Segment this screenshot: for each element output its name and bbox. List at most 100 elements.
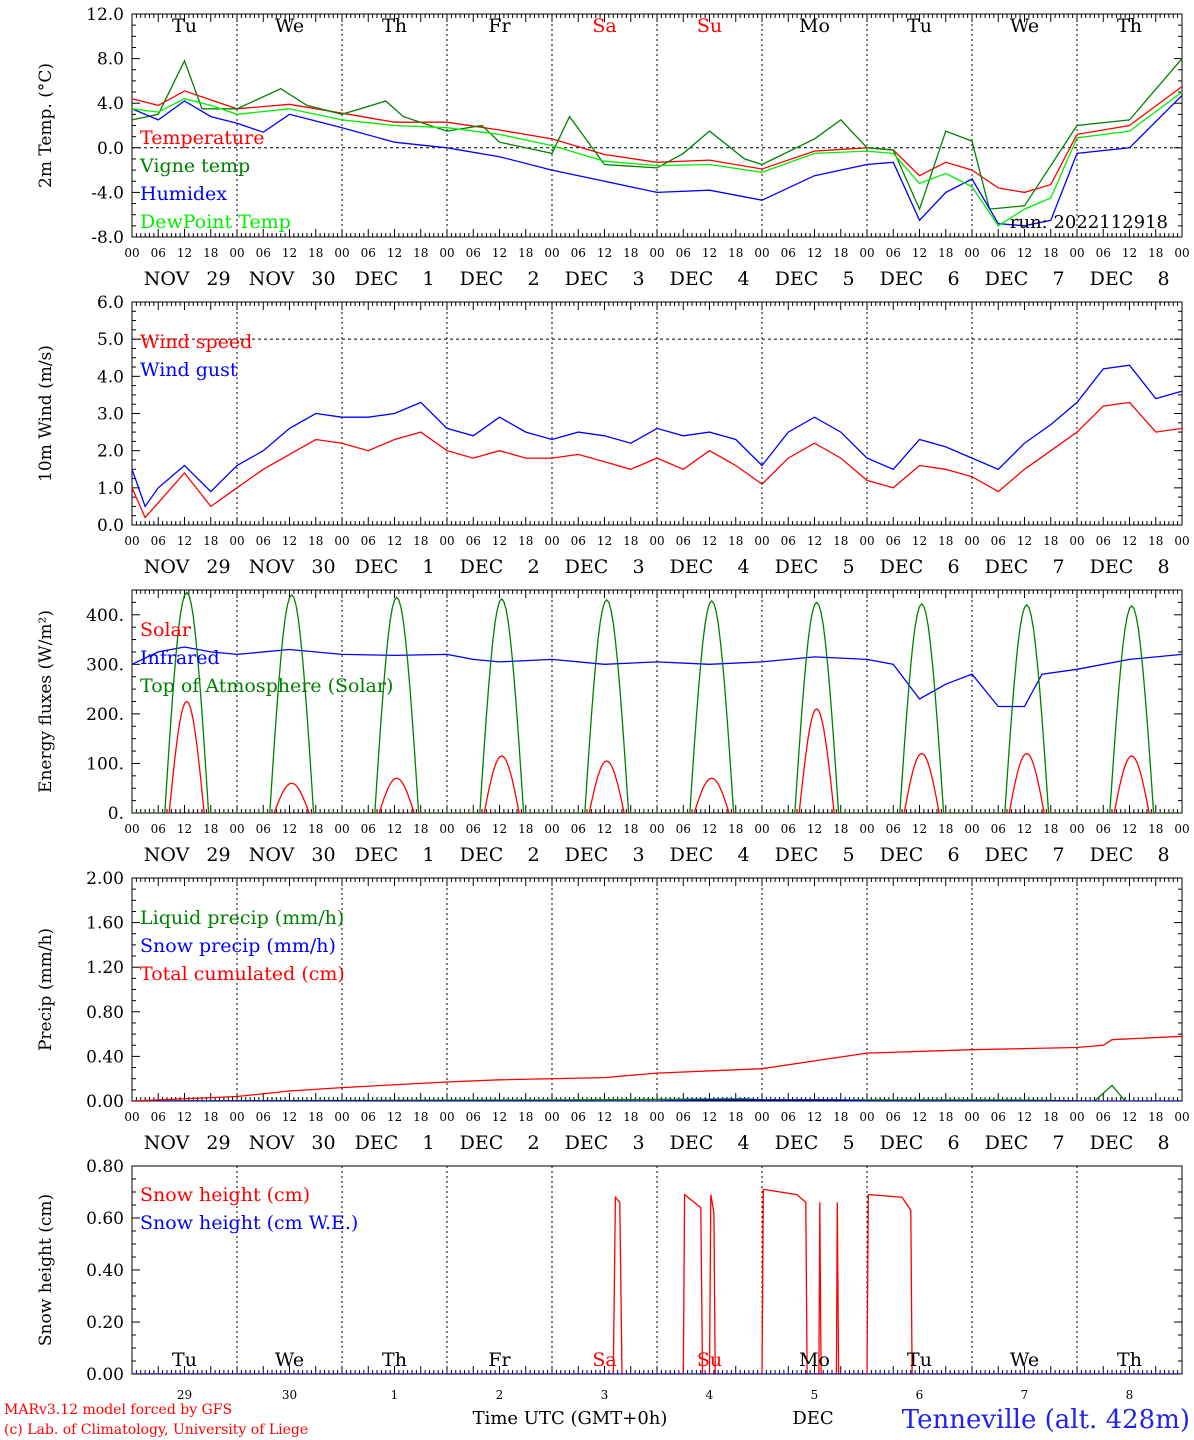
- hour-label: 06: [256, 822, 271, 836]
- y-tick-label: 0.40: [86, 1047, 124, 1067]
- hour-label: 18: [623, 534, 638, 548]
- day-label-day: 5: [842, 1132, 854, 1154]
- weekday-label: Sa: [592, 15, 616, 37]
- hour-label: 18: [518, 534, 533, 548]
- y-tick-label: 2.0: [97, 442, 124, 462]
- weekday-label: Tu: [172, 1349, 197, 1371]
- y-tick-label: 0.60: [86, 1209, 124, 1229]
- day-label-month: DEC: [1090, 844, 1134, 866]
- hour-label: 00: [1069, 1110, 1084, 1124]
- hour-label: 12: [387, 246, 402, 260]
- hour-label: 00: [1174, 822, 1189, 836]
- day-label-day: 5: [842, 844, 854, 866]
- legend-entry: Top of Atmosphere (Solar): [140, 675, 393, 697]
- day-label-day: 3: [632, 556, 644, 578]
- y-tick-label: 300.: [86, 655, 124, 675]
- legend-entry: Liquid precip (mm/h): [140, 907, 344, 929]
- run-label: run: 2022112918: [1010, 212, 1168, 233]
- hour-label: 12: [702, 1110, 717, 1124]
- hour-label: 12: [282, 246, 297, 260]
- y-tick-label: 8.0: [97, 50, 124, 70]
- series-line-2: [132, 646, 1182, 708]
- hour-label: 18: [623, 1110, 638, 1124]
- hour-label: 00: [544, 822, 559, 836]
- day-label-day: 8: [1157, 1132, 1169, 1154]
- station-label: Tenneville (alt. 428m): [902, 1405, 1190, 1435]
- day-label-month: DEC: [880, 268, 924, 290]
- hour-label: 06: [886, 1110, 901, 1124]
- hour-label: 06: [781, 534, 796, 548]
- day-label-month: DEC: [565, 1132, 609, 1154]
- hour-label: 06: [991, 1110, 1006, 1124]
- y-tick-label: 1.60: [86, 914, 124, 934]
- day-label-month: DEC: [355, 844, 399, 866]
- day-label-month: NOV: [144, 1132, 190, 1154]
- hour-label: 18: [938, 246, 953, 260]
- day-label-day: 1: [422, 1132, 434, 1154]
- y-tick-label: 12.0: [86, 5, 124, 25]
- legend-entry: Humidex: [140, 183, 227, 205]
- day-number: 1: [391, 1388, 399, 1402]
- day-label-day: 4: [737, 556, 749, 578]
- hour-label: 18: [203, 822, 218, 836]
- weekday-label: Th: [1117, 15, 1142, 37]
- day-label-day: 29: [206, 268, 230, 290]
- hour-label: 06: [676, 246, 691, 260]
- hour-label: 00: [754, 534, 769, 548]
- y-tick-label: 0.00: [86, 1092, 124, 1112]
- y-tick-label: 0.80: [86, 1157, 124, 1177]
- weekday-label: Su: [697, 1349, 722, 1371]
- hour-label: 00: [334, 822, 349, 836]
- day-label-day: 2: [527, 556, 539, 578]
- hour-label: 12: [1017, 1110, 1032, 1124]
- hour-label: 00: [754, 1110, 769, 1124]
- hour-label: 12: [177, 534, 192, 548]
- legend-entry: DewPoint Temp: [140, 211, 291, 233]
- hour-label: 18: [728, 822, 743, 836]
- hour-label: 12: [1122, 534, 1137, 548]
- hour-label: 12: [597, 822, 612, 836]
- day-label-month: DEC: [460, 844, 504, 866]
- hour-label: 12: [702, 246, 717, 260]
- day-label-month: NOV: [249, 1132, 295, 1154]
- day-number: 29: [177, 1388, 192, 1402]
- day-label-day: 2: [527, 844, 539, 866]
- day-label-month: DEC: [565, 556, 609, 578]
- day-label-month: DEC: [670, 556, 714, 578]
- hour-label: 06: [1096, 822, 1111, 836]
- hour-label: 06: [256, 534, 271, 548]
- day-label-day: 30: [311, 844, 335, 866]
- hour-label: 06: [571, 1110, 586, 1124]
- hour-label: 06: [151, 1110, 166, 1124]
- hour-label: 12: [1122, 1110, 1137, 1124]
- legend-entry: Snow height (cm W.E.): [140, 1212, 358, 1234]
- y-tick-label: 1.0: [97, 479, 124, 499]
- hour-label: 06: [781, 822, 796, 836]
- day-label-day: 2: [527, 268, 539, 290]
- weekday-label: Tu: [907, 1349, 932, 1371]
- hour-label: 06: [991, 822, 1006, 836]
- hour-label: 00: [334, 534, 349, 548]
- day-number: 30: [282, 1388, 297, 1402]
- day-label-month: DEC: [1090, 556, 1134, 578]
- weekday-label: We: [275, 15, 304, 37]
- hour-label: 18: [308, 1110, 323, 1124]
- y-tick-label: 4.0: [97, 94, 124, 114]
- hour-label: 18: [518, 246, 533, 260]
- hour-label: 12: [912, 822, 927, 836]
- y-tick-label: 400.: [86, 606, 124, 626]
- hour-label: 00: [964, 822, 979, 836]
- day-label-month: NOV: [249, 556, 295, 578]
- hour-label: 18: [623, 822, 638, 836]
- hour-label: 18: [308, 534, 323, 548]
- hour-label: 00: [1174, 246, 1189, 260]
- y-tick-label: 1.20: [86, 958, 124, 978]
- hour-label: 18: [938, 1110, 953, 1124]
- hour-label: 18: [413, 534, 428, 548]
- weekday-label: We: [1010, 15, 1039, 37]
- series-group: [132, 1035, 1182, 1101]
- legend-entry: Wind speed: [140, 331, 252, 353]
- hour-label: 00: [229, 822, 244, 836]
- day-label-month: NOV: [144, 844, 190, 866]
- day-label-day: 1: [422, 268, 434, 290]
